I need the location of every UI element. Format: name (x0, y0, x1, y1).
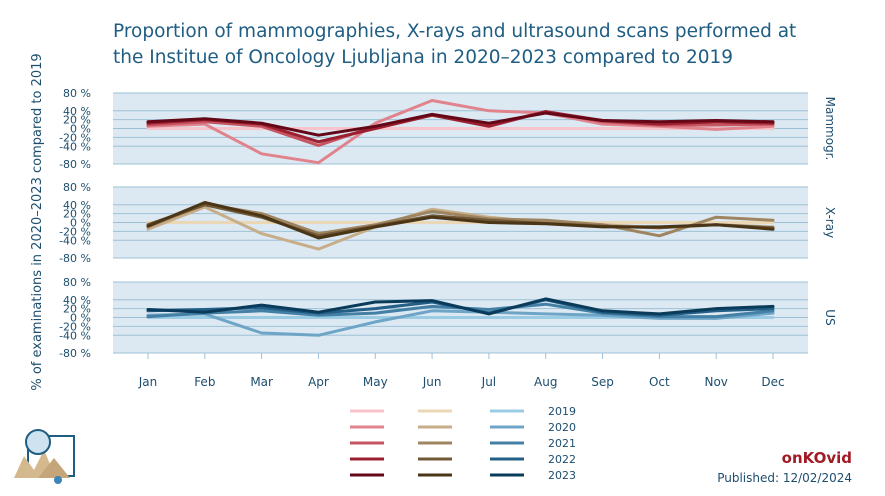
y-tick-label: -80 % (59, 252, 91, 265)
chart-panels: 80 %40 %20 %0 %-20 %-40 %-80 %Mammogr.80… (59, 87, 837, 360)
logo-icon (14, 429, 75, 484)
x-tick-label: Feb (194, 375, 215, 389)
y-tick-label: -80 % (59, 347, 91, 360)
x-tick-label: May (363, 375, 388, 389)
y-tick-label: 80 % (63, 87, 91, 100)
legend-label: 2022 (548, 453, 576, 466)
panel-label: US (823, 309, 837, 325)
x-tick-label: Mar (250, 375, 273, 389)
panel-1: 80 % 40 %20 %0 %-20 %-40 % -80 % Mammogr. (59, 87, 837, 171)
series-line-2023 (146, 201, 775, 240)
panel-label: Mammogr. (823, 97, 837, 161)
panel-2: 80 % 40 %20 %0 %-20 %-40 % -80 % X-ray (59, 181, 837, 265)
y-tick-label: 80 % (63, 276, 91, 289)
y-axis-label: % of examinations in 2020–2023 compared … (30, 53, 45, 390)
x-tick-label: Apr (308, 375, 329, 389)
series-line-2021 (146, 202, 775, 238)
chart-title: Proportion of mammographies, X-rays and … (113, 21, 797, 68)
x-tick-label: Nov (704, 375, 727, 389)
legend-label: 2023 (548, 469, 576, 482)
y-tick-label: 0 % (70, 217, 91, 230)
y-tick-label: -40 % (59, 329, 91, 342)
y-tick-label: 80 % (63, 181, 91, 194)
legend: 2019 2020 2021 2022 2023 (350, 405, 576, 482)
y-tick-label: -20 % (59, 225, 91, 238)
y-tick-label: 20 % (63, 114, 91, 127)
y-tick-label: 0 % (70, 312, 91, 325)
x-tick-label: Jul (481, 375, 496, 389)
x-axis-ticks: Jan Feb Mar Apr May Jun Jul Aug Sep Oct Nov Dec (138, 353, 785, 389)
series-line-2020 (146, 99, 775, 165)
panel-label: X-ray (823, 207, 837, 238)
y-tick-label: 40 % (63, 105, 91, 118)
y-tick-label: 40 % (63, 294, 91, 307)
x-tick-label: Oct (649, 375, 670, 389)
y-tick-label: -20 % (59, 320, 91, 333)
x-tick-label: Dec (761, 375, 784, 389)
y-tick-label: -40 % (59, 234, 91, 247)
x-tick-label: Sep (591, 375, 614, 389)
y-tick-label: 20 % (63, 303, 91, 316)
published-date: Published: 12/02/2024 (717, 471, 852, 485)
y-tick-label: -40 % (59, 140, 91, 153)
x-tick-label: Aug (534, 375, 557, 389)
y-tick-label: -80 % (59, 158, 91, 171)
x-tick-label: Jan (138, 375, 158, 389)
y-tick-label: -20 % (59, 131, 91, 144)
series-line-2023 (146, 111, 775, 137)
series-line-2023 (146, 297, 775, 316)
y-tick-label: 40 % (63, 199, 91, 212)
brand-logo-text: onKOvid (781, 449, 852, 467)
legend-label: 2019 (548, 405, 576, 418)
series-line-2020 (146, 309, 775, 337)
x-tick-label: Jun (422, 375, 442, 389)
panel-3: 80 % 40 %20 %0 %-20 %-40 % -80 % US (59, 276, 837, 360)
legend-label: 2021 (548, 437, 576, 450)
y-tick-label: 20 % (63, 208, 91, 221)
y-tick-label: 0 % (70, 123, 91, 136)
legend-label: 2020 (548, 421, 576, 434)
